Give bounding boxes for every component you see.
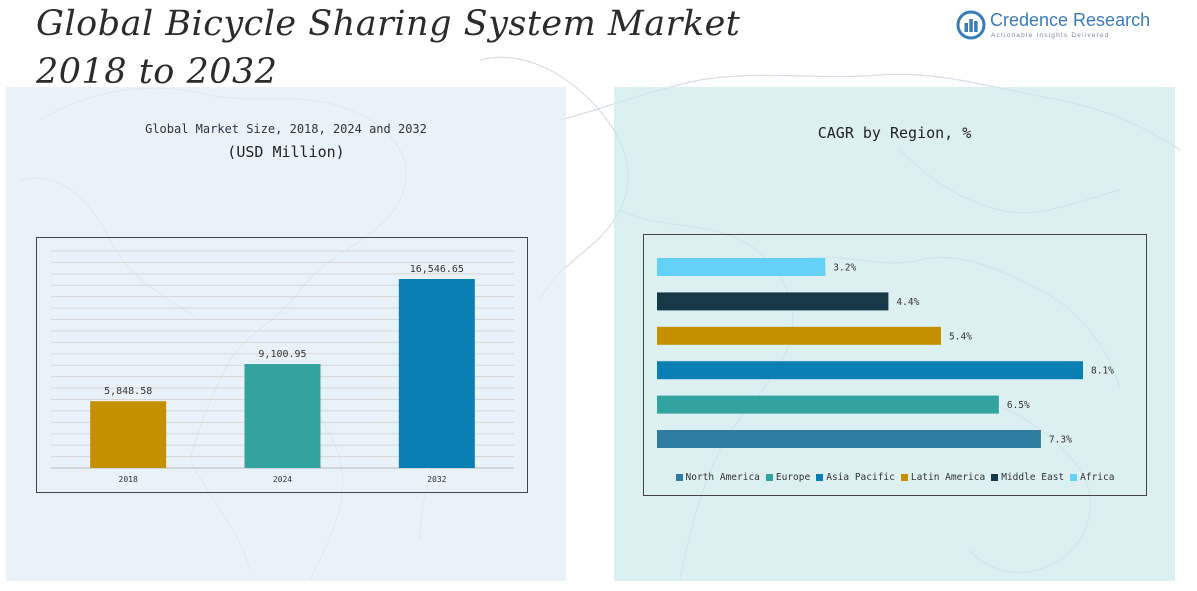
market-size-subtitle: Global Market Size, 2018, 2024 and 2032 — [145, 122, 427, 136]
bar-value-label: 6.5% — [1007, 400, 1030, 411]
bar-2032 — [398, 279, 475, 468]
legend-label: Latin America — [910, 472, 986, 483]
legend-item-latin-america: Latin America — [900, 472, 986, 483]
market-size-bar-chart: 5,848.58 2018 9,100.95 2024 16,546.65 2032 — [36, 237, 528, 493]
bar-value-label: 5.4% — [949, 331, 972, 342]
cagr-legend: North America Europe Asia Pacific Latin Ame… — [644, 472, 1146, 483]
title-line-1: Global Bicycle Sharing System Market — [36, 4, 741, 44]
bar-chart-circle-icon — [956, 10, 986, 40]
x-tick-label: 2032 — [427, 475, 446, 484]
bar-2024 — [244, 364, 321, 468]
brand-name: Credence Research — [990, 10, 1151, 30]
bar-latin-america — [657, 326, 941, 345]
brand-tagline: Actionable Insights Delivered — [991, 32, 1110, 39]
legend-swatch — [765, 474, 773, 481]
bar-value-label: 4.4% — [896, 297, 919, 308]
bar-africa — [657, 258, 826, 276]
hbar-chart-frame — [643, 234, 1147, 496]
legend-label: Africa — [1080, 472, 1115, 483]
legend-item-europe: Europe — [765, 472, 811, 483]
bar-value-label: 8.1% — [1091, 366, 1114, 377]
legend-swatch — [675, 474, 683, 481]
bar-value-label: 9,100.95 — [258, 349, 306, 360]
bar-value-label: 7.3% — [1049, 435, 1072, 446]
bar-value-label: 5,848.58 — [104, 386, 152, 397]
cagr-title: CAGR by Region, % — [817, 124, 972, 142]
legend-item-middle-east: Middle East — [991, 472, 1064, 483]
bar-2018 — [90, 401, 167, 468]
market-size-unit: (USD Million) — [227, 143, 345, 161]
legend-label: Asia Pacific — [826, 472, 895, 483]
legend-item-north-america: North America — [675, 472, 760, 483]
bar-north-america — [657, 430, 1041, 448]
bar-chart-frame — [36, 237, 528, 493]
legend-label: North America — [685, 472, 760, 483]
bar-value-label: 3.2% — [833, 263, 856, 274]
cagr-horizontal-bar-chart: 7.3% 6.5% 8.1% 5.4% 4.4% 3.2% — [643, 234, 1147, 496]
legend-label: Middle East — [1001, 472, 1065, 483]
title-line-2: 2018 to 2032 — [36, 52, 278, 92]
bar-europe — [657, 395, 999, 414]
legend-label: Europe — [775, 472, 811, 483]
page-title: Global Bicycle Sharing System Market 201… — [36, 0, 740, 96]
bar-middle-east — [657, 292, 889, 311]
legend-swatch — [816, 474, 824, 481]
bar-asia-pacific — [657, 361, 1083, 380]
x-tick-label: 2018 — [119, 475, 138, 484]
bar-value-label: 16,546.65 — [410, 264, 464, 275]
brand-logo: Credence Research Actionable Insights De… — [956, 8, 1156, 44]
legend-item-africa: Africa — [1070, 472, 1114, 483]
legend-item-asia-pacific: Asia Pacific — [816, 472, 895, 483]
legend-swatch — [900, 474, 908, 481]
legend-swatch — [1070, 474, 1078, 481]
legend-swatch — [991, 474, 999, 481]
x-tick-label: 2024 — [273, 475, 292, 484]
